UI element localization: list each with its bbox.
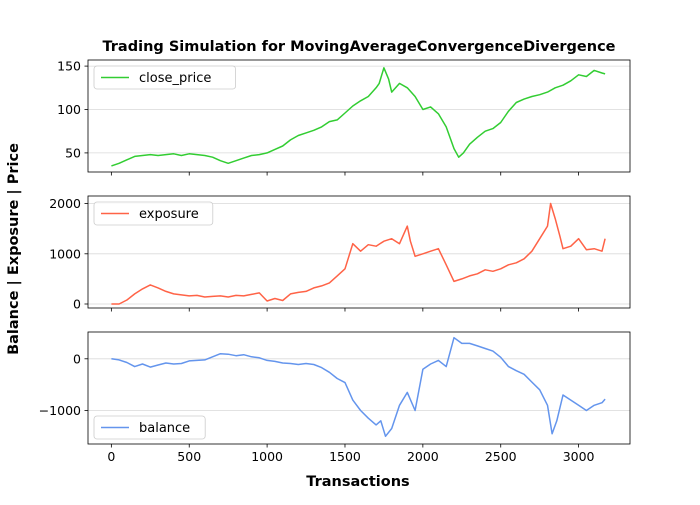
y-axis-label: Balance | Exposure | Price — [6, 143, 22, 355]
plot-frame — [87, 195, 631, 309]
chart-panels: 50 100 150 close_price 0 1000 2000 exposure −100… — [39, 59, 631, 464]
y-tick-label: 0 — [73, 351, 81, 366]
x-tick-label: 2000 — [407, 449, 439, 464]
series-line-balance — [111, 336, 606, 438]
legend-close_price: close_price — [93, 65, 237, 90]
y-tick-label: 100 — [57, 102, 81, 117]
y-tick-label: 50 — [65, 145, 81, 160]
plot-frame — [87, 331, 631, 445]
legend-label: close_price — [139, 71, 211, 86]
legend-balance: balance — [93, 415, 206, 440]
x-tick-label: 500 — [177, 449, 201, 464]
y-tick-label: 150 — [57, 59, 81, 74]
y-tick-label: 2000 — [49, 196, 81, 211]
x-tick-label: 1000 — [251, 449, 283, 464]
panel-exposure: 0 1000 2000 exposure — [49, 195, 631, 312]
y-tick-label: −1000 — [39, 403, 81, 418]
legend-exposure: exposure — [93, 201, 214, 226]
x-tick-label: 0 — [107, 449, 115, 464]
y-tick-label: 0 — [73, 297, 81, 312]
legend-label: exposure — [139, 207, 199, 222]
x-tick-label: 2500 — [485, 449, 517, 464]
x-tick-label: 1500 — [329, 449, 361, 464]
legend-box — [93, 201, 214, 226]
legend-box — [93, 65, 237, 90]
y-tick-label: 1000 — [49, 246, 81, 261]
legend-box — [93, 415, 206, 440]
legend-label: balance — [139, 421, 190, 436]
panel-close_price: 50 100 150 close_price — [57, 59, 631, 176]
plot-frame — [87, 59, 631, 173]
chart-title: Trading Simulation for MovingAverageConv… — [102, 39, 615, 55]
x-tick-label: 3000 — [563, 449, 595, 464]
x-axis-label: Transactions — [306, 474, 409, 490]
panel-balance: −1000 0 0 500 1000 1500 2000 2500 3000 balance — [39, 331, 631, 464]
series-line-exposure — [111, 202, 606, 305]
series-line-close_price — [111, 67, 606, 167]
